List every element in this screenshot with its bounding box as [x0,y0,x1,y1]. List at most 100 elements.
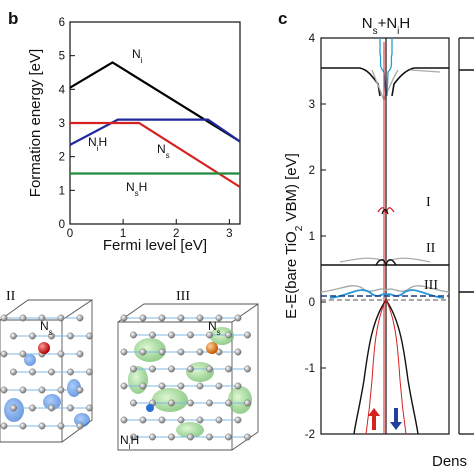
chart-c-y-ticks: -2 -1 0 1 2 3 4 [305,33,326,441]
atom [67,332,74,340]
atom [225,365,232,373]
structure-iii-ni-atom [146,404,154,412]
spin-up-arrow-icon [368,408,380,430]
label-ni: Ni [132,47,143,65]
atom [234,314,242,322]
atom [149,331,156,339]
structure-ii-atoms [0,314,93,430]
atom [29,332,36,340]
atom [225,433,232,441]
dos-vb-gray [320,285,450,293]
chart-b-y-tick-label: 2 [59,152,65,164]
dos-vb-left [353,299,387,435]
atom [38,314,46,322]
chart-b-y-tick-label: 5 [59,51,65,63]
atom [139,314,147,322]
atom [57,422,65,430]
charge-density-lobe [67,379,81,397]
atom [196,382,204,390]
atom [244,433,251,441]
atom [120,314,128,322]
atom [187,331,194,339]
dos-cb-gray [371,69,441,102]
atom [139,348,147,356]
structure-ii-ns-atom [38,342,50,354]
atom [177,416,185,424]
atom [225,331,232,339]
structure-ii-ns-label: Ns [40,319,53,337]
atom [187,433,194,441]
series-line-ni [69,61,241,143]
atom [38,386,46,394]
chart-c: Ns+NiH -2 -1 0 1 2 3 4 E-E(bare TiO2 VBM) [eV]… [283,15,474,470]
chart-c-y-tick-label: -2 [305,429,315,441]
atom [168,433,175,441]
atom [215,382,223,390]
atom [76,422,84,430]
chart-c-y-tick-label: -1 [305,363,315,375]
chart-b-x-axis-label: Fermi level [eV] [103,237,207,254]
chart-b-series [69,61,241,188]
chart-c-y-tick-label: 0 [309,297,315,309]
charge-density-lobe [228,386,252,414]
atom [139,416,147,424]
atom [57,386,65,394]
chart-b-y-tick-label: 1 [59,185,65,197]
atom [19,386,27,394]
atom [10,404,17,412]
atom [86,368,93,376]
structure-iii-ns-atom [206,342,218,354]
atom [206,365,213,373]
level-iii-label: III [424,278,438,293]
label-nih: NiH [88,135,107,153]
atom [29,368,36,376]
chart-c-y-tick-label: 4 [309,33,316,45]
dos-vb-left-red [365,299,387,435]
charge-density-lobe [210,327,234,345]
atom [158,314,166,322]
atom [120,382,128,390]
atom [48,332,55,340]
chart-b-x-tick-label: 1 [120,228,126,240]
atom [10,332,17,340]
atom [177,382,185,390]
level-i-label: I [426,195,431,210]
atom [130,331,137,339]
atom [234,382,242,390]
atom [234,416,242,424]
chart-b-x-tick-label: 0 [67,228,73,240]
spin-down-arrow-icon [390,408,402,430]
atom [76,314,84,322]
atom [48,368,55,376]
label-ns: Ns [157,142,170,160]
label-nsh: NsH [126,180,147,198]
atom [57,314,65,322]
atom [177,314,185,322]
atom [0,350,8,358]
chart-c-title: Ns+NiH [362,15,411,37]
atom [244,331,251,339]
atom [130,433,137,441]
atom [19,422,27,430]
chart-b-x-tick-label: 3 [226,228,232,240]
charge-density-lobe [43,394,61,410]
charge-density-lobe [134,338,166,362]
atom [158,348,166,356]
atom [120,348,128,356]
atom [38,422,46,430]
gap-state-i-red [377,207,395,215]
atom [86,332,93,340]
atom [187,365,194,373]
chart-b-y-axis-label: Formation energy [eV] [27,49,44,197]
atom [187,399,194,407]
atom [149,433,156,441]
structure-iii-label: III [176,289,190,304]
atom [86,404,93,412]
structure-ii-label: II [6,289,16,304]
atom [244,365,251,373]
chart-c-y-tick-label: 1 [309,231,315,243]
chart-c-y-tick-label: 3 [309,99,315,111]
atom [225,399,232,407]
atom [244,399,251,407]
atom [168,365,175,373]
